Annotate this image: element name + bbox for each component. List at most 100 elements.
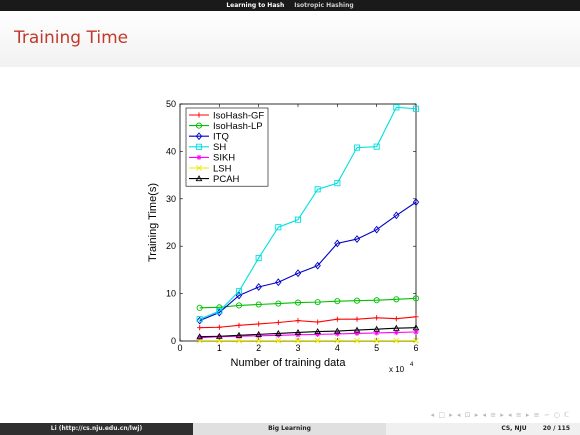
series-line-isohash-lp: [199, 297, 417, 309]
data-point-sh: [196, 316, 203, 323]
data-point-itq: [334, 239, 341, 248]
data-point-isohash-gf: [216, 324, 222, 330]
data-point-sikh: [197, 335, 203, 341]
data-point-itq: [393, 211, 400, 220]
data-point-isohash-lp: [314, 299, 321, 306]
legend-marker-itq: [195, 132, 203, 141]
data-point-sh: [216, 308, 223, 315]
data-point-isohash-gf: [354, 316, 360, 322]
data-point-lsh: [295, 337, 301, 344]
legend-label-sh: SH: [213, 142, 226, 153]
data-point-isohash-gf: [197, 325, 203, 331]
data-point-sikh: [413, 329, 419, 335]
y-axis-label: Training Time(s): [147, 183, 159, 262]
data-point-lsh: [393, 337, 400, 344]
data-point-sh: [294, 216, 302, 223]
data-point-sh: [275, 224, 282, 231]
data-point-isohash-gf: [374, 315, 380, 321]
data-point-pcah: [255, 330, 263, 337]
x-axis-label: Number of training data: [231, 357, 347, 369]
subsection-isotropic-hashing[interactable]: Isotropic Hashing: [294, 2, 354, 9]
data-point-isohash-lp: [334, 298, 341, 305]
y-tick-label: 0: [171, 336, 176, 346]
data-point-sh: [393, 104, 400, 111]
data-point-isohash-lp: [255, 301, 262, 308]
y-tick-label: 20: [166, 241, 176, 251]
data-point-isohash-gf: [315, 319, 321, 325]
data-point-sikh: [374, 330, 380, 336]
data-point-sikh: [236, 333, 242, 339]
footer-author: Li (http://cs.nju.edu.cn/lwj): [0, 423, 193, 435]
data-point-lsh: [354, 337, 360, 344]
data-point-sikh: [354, 330, 360, 337]
data-point-lsh: [255, 337, 262, 344]
footer-page-number: 20 / 115: [542, 425, 570, 432]
section-learning-to-hash[interactable]: Learning to Hash: [226, 2, 285, 9]
x-tick-label: 0: [177, 343, 182, 353]
y-tick-label: 10: [166, 289, 176, 299]
series-line-sh: [199, 106, 417, 320]
data-point-isohash-gf: [256, 321, 262, 327]
data-point-itq: [275, 278, 282, 287]
legend-marker-isohash-gf: [196, 112, 202, 118]
data-point-itq: [196, 316, 203, 325]
data-point-lsh: [314, 337, 321, 344]
data-point-sh: [255, 254, 262, 262]
data-point-isohash-lp: [294, 299, 302, 306]
data-point-pcah: [392, 324, 400, 331]
series-line-itq: [199, 201, 417, 322]
data-point-sikh: [393, 329, 399, 336]
legend-label-sikh: SIKH: [213, 153, 235, 164]
data-point-pcah: [373, 325, 381, 332]
x-tick-label: 5: [374, 343, 379, 353]
legend-marker-sh: [195, 143, 203, 150]
legend-label-pcah: PCAH: [213, 174, 240, 185]
data-point-isohash-lp: [275, 300, 282, 307]
data-point-itq: [235, 291, 243, 300]
series-line-sikh: [199, 331, 417, 339]
x-axis-multiplier-exponent: 4: [410, 362, 414, 368]
data-point-isohash-gf: [413, 314, 419, 320]
data-point-sikh: [256, 333, 262, 339]
series-line-pcah: [199, 327, 417, 338]
data-point-sh: [353, 144, 361, 151]
data-point-pcah: [215, 332, 223, 339]
data-point-itq: [353, 235, 361, 244]
x-tick-label: 1: [217, 343, 222, 353]
data-point-isohash-gf: [236, 322, 242, 328]
data-point-itq: [255, 283, 262, 291]
x-tick-label: 4: [335, 343, 340, 353]
data-point-sh: [334, 180, 341, 187]
data-point-pcah: [314, 327, 322, 335]
y-tick-label: 50: [166, 99, 176, 109]
data-point-isohash-lp: [412, 295, 420, 302]
footer-institute: CS, NJU: [501, 425, 527, 432]
data-point-lsh: [236, 337, 242, 344]
data-point-lsh: [334, 337, 341, 344]
data-point-isohash-gf: [295, 318, 301, 324]
beamer-navigation-icons[interactable]: ◂ □ ▸ ◂ ⊡ ▸ ◂ ≡ ▸ ◂ ≡ ▸ ≡ ∽ ○ ℂ: [430, 411, 570, 419]
legend-marker-sikh: [196, 154, 202, 160]
data-point-isohash-lp: [353, 297, 361, 304]
footer-talk-title: Big Learning: [193, 423, 386, 435]
data-point-pcah: [353, 326, 361, 333]
data-point-itq: [294, 269, 302, 278]
slide-title: Training Time: [14, 28, 129, 48]
data-point-pcah: [274, 329, 282, 336]
series-line-isohash-gf: [199, 316, 417, 329]
data-point-itq: [412, 198, 420, 207]
x-tick-label: 3: [295, 343, 300, 353]
data-point-isohash-lp: [393, 296, 400, 303]
data-point-lsh: [216, 337, 223, 344]
data-point-sh: [412, 105, 420, 112]
data-point-lsh: [275, 337, 282, 344]
legend-label-lsh: LSH: [213, 163, 232, 174]
data-point-isohash-lp: [235, 302, 243, 309]
footer-institute-page: CS, NJU 20 / 115: [386, 423, 580, 435]
x-tick-label: 6: [413, 343, 418, 353]
data-point-pcah: [333, 327, 341, 334]
data-point-pcah: [294, 328, 302, 335]
legend-label-isohash-lp: IsoHash-LP: [213, 121, 263, 132]
data-point-pcah: [412, 324, 420, 331]
